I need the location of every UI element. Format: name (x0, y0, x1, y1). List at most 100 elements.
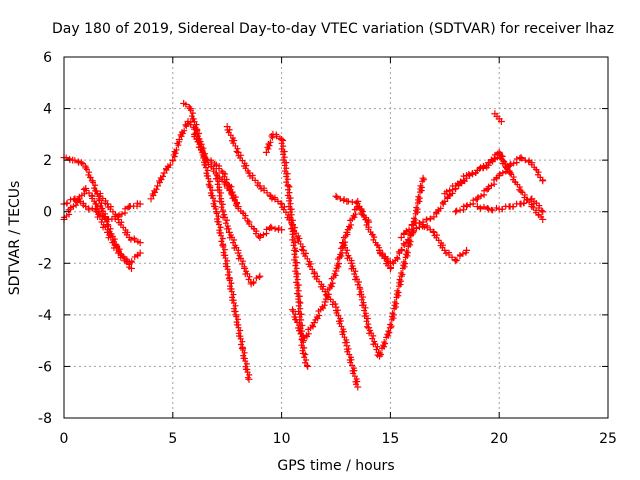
data-points-segment (235, 205, 251, 224)
data-point (304, 362, 312, 370)
plot-frame (63, 56, 609, 419)
data-point (154, 182, 162, 190)
data-points-segment (290, 308, 307, 343)
data-points-segment (496, 163, 512, 177)
data-point (169, 156, 177, 164)
data-point (88, 177, 96, 185)
data-points-segment (76, 186, 88, 200)
data-points-segment (343, 345, 361, 388)
chart-title: Day 180 of 2019, Sidereal Day-to-day VTE… (52, 21, 614, 37)
series-track14 (376, 221, 471, 272)
data-point (506, 169, 514, 177)
data-points-segment (268, 194, 284, 207)
data-points-segment (423, 215, 434, 223)
data-point (332, 192, 340, 200)
x-tick-label: 0 (60, 431, 69, 447)
data-point (408, 221, 416, 229)
data-point (354, 383, 362, 391)
data-points-segment (376, 328, 393, 358)
data-point (539, 215, 547, 223)
data-points-segment (224, 184, 241, 207)
data-points-segment (388, 248, 403, 271)
data-point (256, 272, 264, 280)
data-points-segment (83, 166, 94, 181)
y-tick-label: 0 (43, 205, 52, 221)
data-points-segment (284, 183, 299, 252)
data-points-segment (96, 210, 109, 221)
data-points-segment (465, 169, 479, 177)
y-tick-label: -2 (38, 256, 52, 272)
data-points-segment (215, 163, 225, 175)
series-track8 (212, 169, 264, 288)
axis-ticks: 0 5 10 15 20 25 -8 -6 -4 -2 0 2 4 6 (38, 50, 617, 447)
data-points-segment (202, 158, 217, 175)
x-tick-label: 15 (381, 431, 399, 447)
series-track18 (473, 195, 547, 216)
data-points-segment (488, 204, 500, 214)
data-points-segment (322, 270, 339, 303)
data-points-segment (291, 248, 303, 303)
data-points-segment (412, 219, 423, 227)
data-point (517, 187, 525, 195)
data-points-segment (94, 190, 109, 207)
data-points-segment (464, 196, 480, 209)
data-points-segment (477, 203, 491, 212)
data-points-segment (74, 197, 87, 209)
data-point (506, 161, 514, 169)
data-points-segment (117, 252, 130, 265)
data-points-segment (127, 235, 141, 245)
data-point (397, 246, 405, 254)
y-tick-label: -6 (38, 359, 52, 375)
data-point (175, 136, 183, 144)
data-point (310, 270, 318, 278)
data-point (495, 172, 503, 180)
data-points-segment (356, 288, 372, 330)
data-point (497, 117, 505, 125)
data-point (278, 226, 286, 234)
data-points-segment (233, 313, 246, 351)
data-point (495, 148, 503, 156)
data-points-segment (85, 205, 99, 214)
data-points-segment (191, 133, 208, 161)
data-point (376, 246, 384, 254)
data-points-segment (475, 186, 491, 201)
data-point (539, 208, 547, 216)
data-points-segment (239, 346, 253, 381)
y-tick-label: -4 (38, 308, 52, 324)
data-point (539, 177, 547, 185)
data-point (517, 154, 525, 162)
data-points-segment (476, 164, 490, 172)
series-track19 (491, 110, 505, 125)
data-points-segment (128, 251, 141, 266)
data-points-segment (224, 126, 241, 155)
data-point (186, 105, 194, 113)
data-points (60, 99, 547, 391)
data-point (93, 187, 101, 195)
x-tick-label: 5 (168, 431, 177, 447)
series-track17 (452, 154, 547, 216)
data-points-segment (300, 250, 318, 276)
data-points-segment (235, 152, 251, 174)
data-point (82, 164, 90, 172)
data-points-segment (213, 210, 227, 248)
data-point (430, 228, 438, 236)
data-points-segment (348, 263, 363, 291)
data-points-segment (387, 276, 404, 330)
data-points-segment (354, 200, 371, 229)
data-points-segment (485, 174, 500, 190)
y-tick-label: 6 (43, 50, 52, 66)
data-points-segment (220, 243, 233, 281)
data-points-segment (333, 307, 350, 346)
data-point (127, 264, 135, 272)
y-tick-label: -8 (38, 411, 52, 427)
data-points-segment (273, 131, 284, 142)
data-points-segment (207, 157, 218, 168)
data-points-segment (257, 225, 273, 239)
y-axis-label: SDTVAR / TECUs (7, 181, 23, 296)
data-point (262, 148, 270, 156)
data-points-segment (377, 250, 392, 269)
series-track3 (60, 195, 144, 267)
data-point (419, 218, 427, 226)
data-points-segment (421, 222, 437, 235)
